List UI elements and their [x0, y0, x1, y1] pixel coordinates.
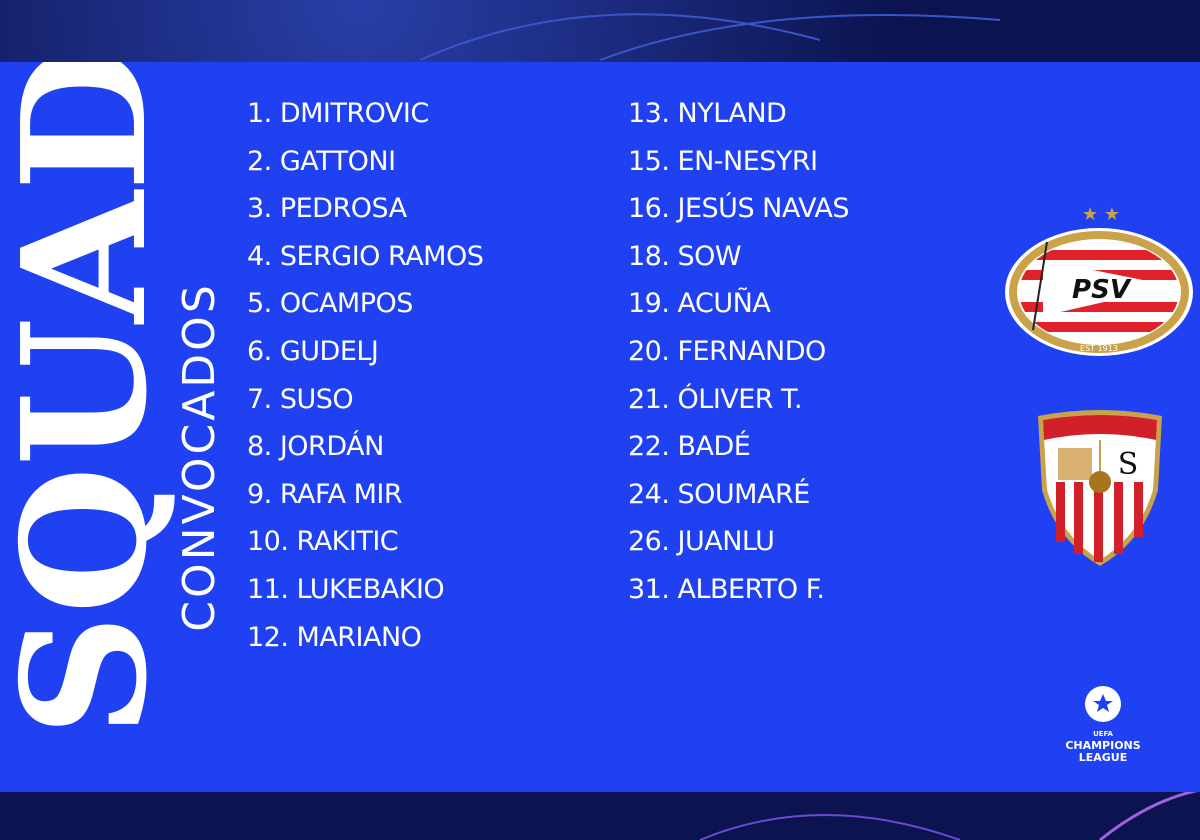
player-item: 2. GATTONI: [247, 145, 396, 177]
psv-crest-logo: ★ ★ PSV EST 1913: [1005, 204, 1193, 356]
player-item: 8. JORDÁN: [247, 431, 384, 463]
player-item: 20. FERNANDO: [628, 335, 826, 367]
champions-league-logo: UEFA CHAMPIONS LEAGUE: [1058, 684, 1148, 764]
svg-text:EST 1913: EST 1913: [1080, 344, 1118, 353]
squad-panel: SQUAD CONVOCADOS 1. DMITROVIC 2. GATTONI…: [0, 62, 1200, 792]
player-item: 31. ALBERTO F.: [628, 573, 825, 605]
player-item: 5. OCAMPOS: [247, 288, 413, 320]
player-item: 6. GUDELJ: [247, 335, 379, 367]
player-item: 11. LUKEBAKIO: [247, 573, 445, 605]
players-list-left: 1. DMITROVIC 2. GATTONI 3. PEDROSA 4. SE…: [247, 94, 484, 665]
player-item: 22. BADÉ: [628, 431, 751, 463]
player-item: 19. ACUÑA: [628, 288, 771, 320]
player-item: 24. SOUMARÉ: [628, 478, 810, 510]
player-item: 21. ÓLIVER T.: [628, 383, 803, 415]
starball-icon: [1085, 686, 1121, 722]
player-item: 1. DMITROVIC: [247, 98, 429, 129]
player-item: 13. NYLAND: [628, 98, 787, 129]
player-item: 7. SUSO: [247, 383, 354, 415]
player-item: 15. EN-NESYRI: [628, 145, 818, 177]
squad-title: SQUAD: [0, 62, 185, 737]
player-item: 9. RAFA MIR: [247, 478, 403, 510]
player-item: 18. SOW: [628, 240, 742, 272]
svg-text:PSV: PSV: [1072, 275, 1132, 305]
player-item: 4. SERGIO RAMOS: [247, 240, 484, 272]
player-item: 16. JESÚS NAVAS: [628, 193, 849, 225]
svg-text:★ ★: ★ ★: [1082, 204, 1120, 225]
player-item: 3. PEDROSA: [247, 193, 407, 225]
player-item: 26. JUANLU: [628, 526, 775, 558]
convocados-subtitle: CONVOCADOS: [174, 282, 225, 632]
players-list-right: 13. NYLAND 15. EN-NESYRI 16. JESÚS NAVAS…: [628, 94, 849, 618]
player-item: 10. RAKITIC: [247, 526, 399, 558]
player-item: 12. MARIANO: [247, 621, 422, 653]
sevilla-crest-logo: S: [1038, 410, 1162, 566]
svg-text:S: S: [1118, 447, 1139, 482]
